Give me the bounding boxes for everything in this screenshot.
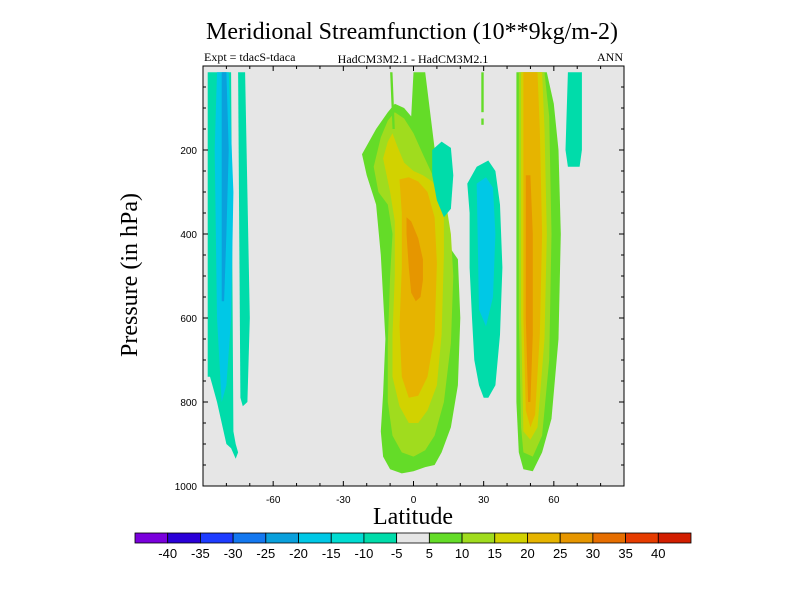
colorbar-swatch (527, 532, 561, 544)
colorbar-label: -10 (355, 546, 374, 561)
colorbar-label: 35 (618, 546, 632, 561)
colorbar-swatch (625, 532, 659, 544)
contour-nh-blob-2-core (476, 177, 496, 327)
colorbar-label: 5 (426, 546, 433, 561)
colorbar-label: 15 (488, 546, 502, 561)
x-tick-label: -60 (266, 495, 281, 506)
x-tick-label: 0 (411, 495, 417, 506)
y-axis-label: Pressure (in hPa) (117, 193, 143, 357)
x-tick-label: -30 (336, 495, 351, 506)
chart-title: Meridional Streamfunction (10**9kg/m-2) (206, 19, 618, 45)
x-axis-label: Latitude (373, 504, 453, 530)
colorbar-label: 20 (520, 546, 534, 561)
plot-area (203, 66, 624, 486)
y-tick-label: 200 (180, 146, 197, 157)
colorbar-label: -25 (256, 546, 275, 561)
colorbar-label: 25 (553, 546, 567, 561)
y-tick-label: 400 (180, 230, 197, 241)
contour-top-sliver-1 (390, 72, 395, 129)
colorbar-swatch (330, 532, 365, 544)
contour-sh-strip (238, 72, 250, 407)
y-tick-label: 600 (180, 314, 197, 325)
colorbar-label: -15 (322, 546, 341, 561)
colorbar-swatch (592, 532, 626, 544)
contour-nh-orange (525, 175, 533, 402)
colorbar-label: 30 (586, 546, 600, 561)
contour-top-sliver-3 (481, 118, 484, 125)
contour-nh-blob-1 (432, 141, 454, 218)
contour-nh-far (565, 72, 582, 167)
colorbar-label: -35 (191, 546, 210, 561)
model-label: HadCM3M2.1 - HadCM3M2.1 (338, 52, 489, 66)
colorbar-swatch (200, 532, 234, 544)
experiment-label: Expt = tdacS-tdaca (204, 50, 296, 64)
y-tick-label: 1000 (175, 482, 198, 493)
colorbar-swatch (428, 532, 463, 544)
colorbar-label: -5 (391, 546, 403, 561)
colorbar-label: 10 (455, 546, 469, 561)
colorbar-swatch (298, 532, 332, 544)
colorbar-swatch (494, 532, 528, 544)
colorbar-swatch (559, 532, 594, 544)
contour-sh-cell-core (221, 72, 229, 302)
colorbar-label: 40 (651, 546, 665, 561)
colorbar-swatch (134, 532, 169, 544)
contour-eq-orange (406, 217, 423, 302)
colorbar-label: -30 (224, 546, 243, 561)
colorbar-swatch (363, 532, 398, 544)
colorbar-swatch (265, 532, 299, 544)
x-tick-label: 30 (478, 495, 490, 506)
colorbar-swatch (461, 532, 496, 544)
colorbar-label: -20 (289, 546, 308, 561)
x-tick-label: 60 (548, 495, 560, 506)
contour-top-sliver-2 (481, 72, 484, 113)
colorbar-swatch (657, 532, 692, 544)
period-label: ANN (597, 50, 623, 64)
axes: -60 -30 0 30 60 200 400 600 800 1000 (175, 65, 625, 506)
y-tick-label: 800 (180, 398, 197, 409)
colorbar-label: -40 (158, 546, 177, 561)
colorbar-swatch (232, 532, 267, 544)
colorbar: -40 -35 -30 -25 -20 -15 -10 -5 5 10 15 20 25 30 35 40 (134, 532, 692, 561)
colorbar-swatch (396, 532, 430, 544)
colorbar-swatch (167, 532, 201, 544)
